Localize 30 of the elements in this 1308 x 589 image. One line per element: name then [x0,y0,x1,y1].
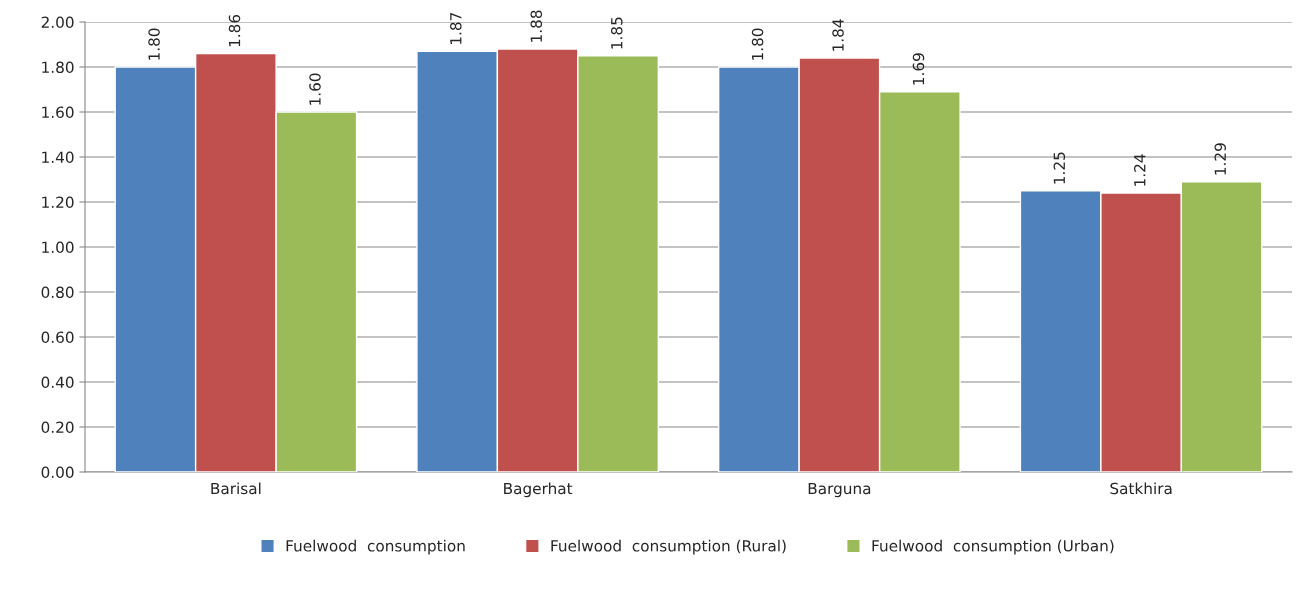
legend-label: Fuelwood consumption (Urban) [872,539,1114,555]
x-tick-label: Bagerhat [504,482,573,498]
data-label: 1.80 [751,28,764,60]
legend-label: Fuelwood consumption (Rural) [551,539,786,555]
x-tick-label: Barisal [211,482,261,495]
y-tick-label: 0.60 [41,331,74,344]
x-tick-label: Barguna [808,482,871,498]
data-label: 1.84 [832,19,844,51]
legend-label: Fuelwood consumption [286,539,465,555]
data-label: 1.85 [610,17,623,49]
data-label: 1.80 [148,28,160,60]
data-label: 1.86 [228,14,241,47]
x-tick-label: Satkhira [1110,482,1172,495]
data-label: 1.24 [1134,154,1146,186]
y-tick-label: 0.00 [41,466,74,479]
y-tick-label: 1.00 [42,241,74,254]
data-label: 1.60 [309,73,321,105]
y-tick-label: 0.80 [41,286,74,299]
data-label: 1.25 [1053,152,1066,184]
y-tick-label: 2.00 [41,16,74,29]
data-label: 1.69 [912,53,925,85]
y-tick-label: 0.40 [41,376,74,389]
data-label: 1.29 [1214,143,1227,175]
data-label: 1.88 [530,10,543,42]
y-tick-label: 1.40 [42,151,74,164]
y-tick-label: 1.80 [42,61,74,74]
data-label: 1.87 [450,12,462,45]
y-tick-label: 0.20 [41,421,74,434]
y-tick-label: 1.60 [42,106,74,119]
y-tick-label: 1.20 [42,196,74,209]
